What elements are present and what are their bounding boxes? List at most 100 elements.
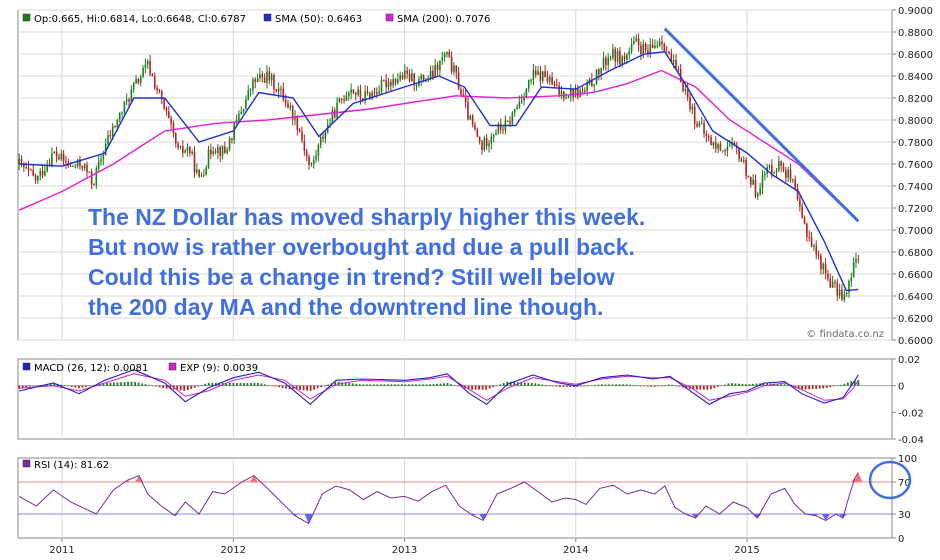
sma50-legend: SMA (50): 0.6463 xyxy=(275,14,362,25)
macd-histogram-bar xyxy=(53,383,56,386)
candle-body xyxy=(123,101,126,113)
candle-body xyxy=(111,126,114,136)
macd-histogram-bar xyxy=(35,385,38,387)
candle-body xyxy=(497,124,500,133)
macd-histogram-bar xyxy=(685,385,688,389)
candle-body xyxy=(778,161,780,171)
candle-body xyxy=(46,165,49,171)
macd-histogram-bar xyxy=(580,385,582,387)
macd-histogram-bar xyxy=(836,385,839,387)
candle-body xyxy=(72,165,74,167)
candle-body xyxy=(37,175,39,181)
candle-body xyxy=(177,143,179,148)
candle-body xyxy=(219,147,222,156)
candle-body xyxy=(27,167,30,170)
candle-body xyxy=(200,175,203,177)
candle-body xyxy=(525,88,528,98)
candle-body xyxy=(434,64,437,78)
candle-body xyxy=(376,92,378,94)
macd-histogram-bar xyxy=(829,385,832,388)
macd-histogram-bar xyxy=(797,385,800,389)
macd-histogram-bar xyxy=(390,384,393,386)
candle-body xyxy=(446,52,448,55)
macd-histogram-bar xyxy=(727,383,730,386)
candle-body xyxy=(259,74,261,79)
macd-histogram-bar xyxy=(211,383,214,386)
candle-body xyxy=(189,146,191,154)
macd-histogram-bar xyxy=(495,385,498,387)
candle-body xyxy=(752,179,754,185)
candle-body xyxy=(759,188,761,194)
candle-body xyxy=(677,68,680,70)
macd-histogram-bar xyxy=(643,385,646,387)
macd-histogram-bar xyxy=(713,385,716,389)
macd-histogram-bar xyxy=(846,382,849,386)
candle-body xyxy=(361,98,364,101)
candle-body xyxy=(848,281,850,293)
macd-histogram-bar xyxy=(601,384,603,386)
macd-histogram-bar xyxy=(341,382,344,386)
macd-histogram-bar xyxy=(28,385,31,387)
macd-histogram-bar xyxy=(295,385,298,390)
candle-body xyxy=(333,109,336,118)
candle-body xyxy=(616,50,619,62)
candle-body xyxy=(471,115,474,126)
macd-histogram-bar xyxy=(558,385,561,387)
macd-histogram-bar xyxy=(474,385,477,390)
macd-histogram-bar xyxy=(348,383,351,386)
candle-body xyxy=(717,144,719,149)
macd-legend-swatch xyxy=(22,362,31,371)
candle-body xyxy=(153,76,156,88)
macd-histogram-bar xyxy=(766,383,768,386)
macd-histogram-bar xyxy=(408,384,410,386)
candle-body xyxy=(289,105,292,108)
macd-histogram-bar xyxy=(748,384,751,386)
macd-histogram-bar xyxy=(530,382,533,386)
candle-body xyxy=(95,168,98,186)
macd-histogram-bar xyxy=(309,385,312,391)
candle-body xyxy=(74,166,77,168)
candle-body xyxy=(55,151,58,157)
candle-body xyxy=(284,99,287,104)
macd-histogram-bar xyxy=(801,385,804,390)
candle-body xyxy=(647,50,649,54)
rsi-oversold-fill xyxy=(290,514,299,516)
candle-body xyxy=(693,106,696,124)
candle-body xyxy=(156,87,158,91)
macd-histogram-bar xyxy=(141,383,143,386)
macd-histogram-bar xyxy=(660,385,663,387)
candle-body xyxy=(710,137,712,146)
candle-body xyxy=(789,169,792,180)
macd-histogram-bar xyxy=(372,384,375,386)
macd-histogram-bar xyxy=(808,385,811,390)
candle-body xyxy=(682,82,684,91)
candle-body xyxy=(186,146,189,151)
candle-body xyxy=(315,155,317,160)
candle-body xyxy=(747,175,750,178)
macd-histogram-bar xyxy=(155,385,158,387)
candle-body xyxy=(329,123,331,125)
macd-histogram-bar xyxy=(323,385,326,387)
candle-body xyxy=(263,77,266,83)
candle-body xyxy=(432,70,434,78)
candle-body xyxy=(782,165,785,171)
price-y-tick-label: 0.7000 xyxy=(898,226,933,237)
candle-body xyxy=(852,262,855,278)
macd-histogram-bar xyxy=(787,385,789,386)
candle-body xyxy=(712,142,715,146)
candle-body xyxy=(551,77,553,85)
macd-histogram-bar xyxy=(383,384,386,386)
candle-body xyxy=(787,169,789,178)
macd-histogram-bar xyxy=(551,385,554,387)
candle-body xyxy=(44,170,46,176)
candle-body xyxy=(502,129,504,131)
candle-body xyxy=(684,89,687,91)
macd-histogram-bar xyxy=(425,384,428,386)
macd-histogram-bar xyxy=(267,384,270,386)
candle-body xyxy=(422,75,425,82)
macd-histogram-bar xyxy=(292,385,294,390)
candle-body xyxy=(142,68,144,77)
macd-histogram-bar xyxy=(657,385,660,387)
macd-histogram-bar xyxy=(699,385,702,390)
macd-histogram-bar xyxy=(573,385,575,387)
